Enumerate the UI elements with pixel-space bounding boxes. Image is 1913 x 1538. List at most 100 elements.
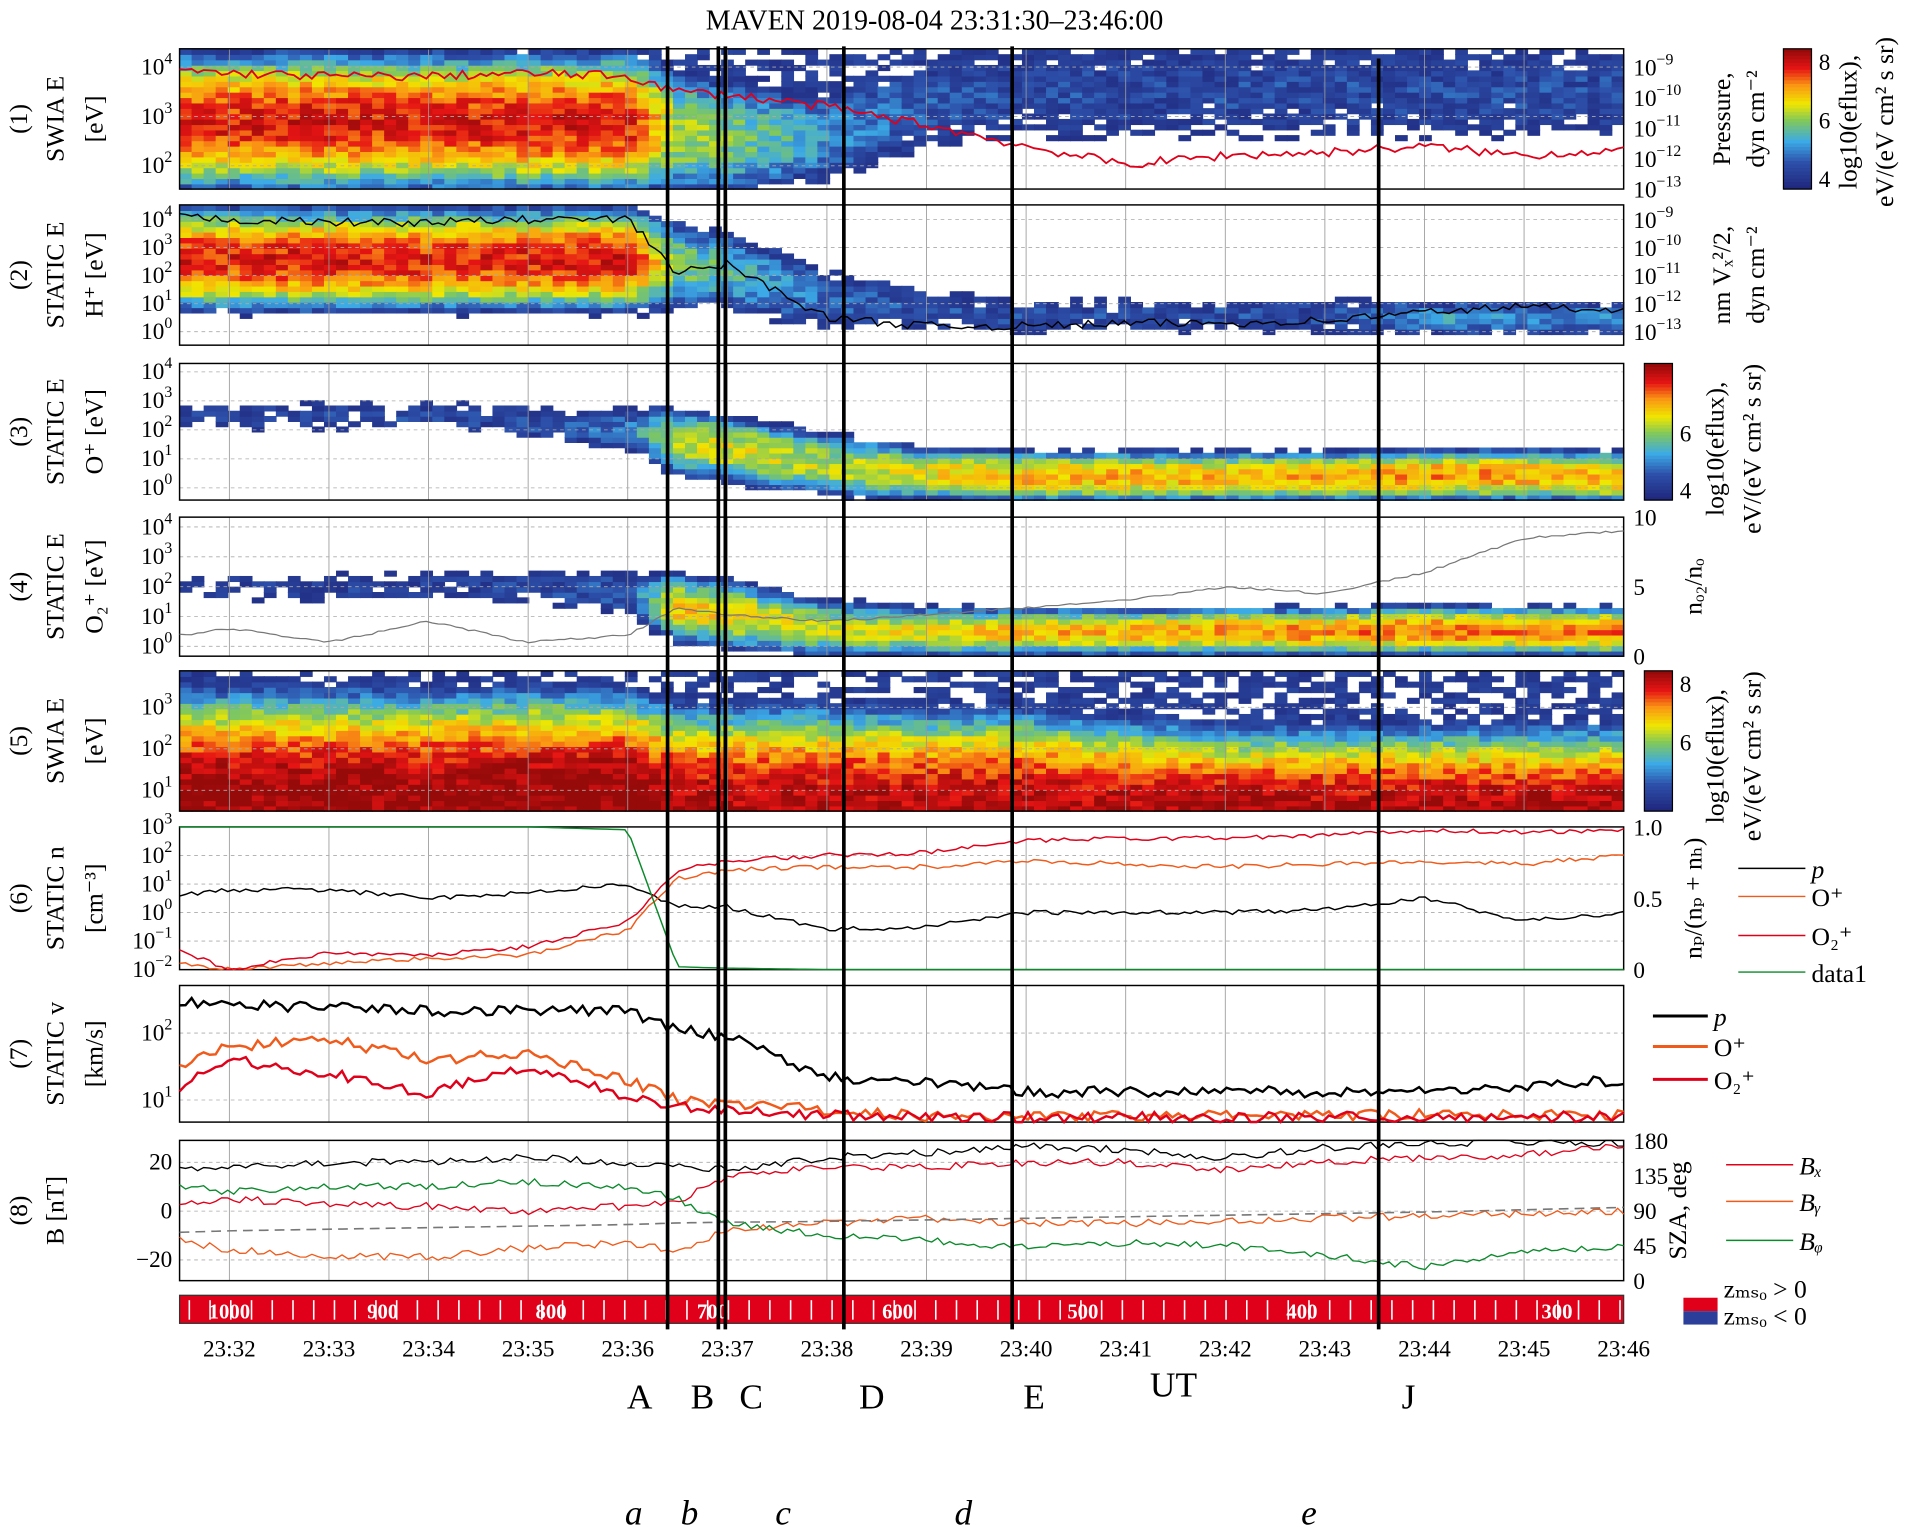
spectrogram-cell bbox=[323, 237, 337, 244]
spectrogram-cell bbox=[1166, 489, 1180, 496]
spectrogram-cell bbox=[1419, 452, 1432, 459]
spectrogram-cell bbox=[636, 59, 650, 66]
spectrogram-cell bbox=[263, 178, 277, 185]
spectrogram-cell bbox=[528, 172, 542, 179]
spectrogram-cell bbox=[636, 151, 650, 158]
spectrogram-cell bbox=[408, 215, 421, 222]
spectrogram-cell bbox=[889, 102, 903, 109]
spectrogram-cell bbox=[1298, 97, 1312, 104]
spectrogram-cell bbox=[672, 285, 686, 292]
spectrogram-cell bbox=[709, 291, 722, 298]
spectrogram-cell bbox=[528, 215, 542, 222]
spectrogram-cell bbox=[648, 431, 662, 438]
spectrogram-cell bbox=[1358, 97, 1372, 104]
spectrogram-cell bbox=[612, 302, 626, 309]
spectrogram-cell bbox=[985, 307, 999, 314]
spectrogram-cell bbox=[215, 162, 229, 169]
spectrogram-cell bbox=[540, 64, 554, 72]
spectrogram-cell bbox=[1009, 484, 1023, 491]
spectrogram-cell bbox=[636, 75, 650, 82]
spectrogram-cell bbox=[1503, 312, 1517, 319]
spectrogram-cell bbox=[757, 291, 770, 298]
spectrogram-cell bbox=[468, 231, 482, 239]
spectrogram-cell bbox=[239, 291, 253, 298]
spectrogram-cell bbox=[263, 75, 277, 82]
spectrogram-cell bbox=[468, 307, 482, 314]
spectrogram-cell bbox=[1587, 489, 1601, 496]
spectrogram-cell bbox=[444, 210, 458, 217]
spectrogram-cell bbox=[528, 226, 542, 233]
spectrogram-cell bbox=[516, 124, 530, 131]
spectrogram-cell bbox=[372, 416, 385, 422]
spectrogram-cell bbox=[576, 237, 590, 244]
spectrogram-cell bbox=[1611, 70, 1625, 77]
spectrogram-cell bbox=[528, 307, 542, 314]
spectrogram-cell bbox=[1310, 463, 1324, 470]
spectrogram-cell bbox=[323, 307, 337, 314]
spectrogram-cell bbox=[1214, 447, 1228, 454]
spectrogram-cell bbox=[263, 231, 277, 239]
spectrogram-cell bbox=[709, 167, 722, 174]
spectrogram-cell bbox=[817, 437, 831, 444]
spectrogram-cell bbox=[1070, 473, 1083, 480]
spectrogram-cell bbox=[1419, 302, 1432, 309]
spectrogram-cell bbox=[1503, 452, 1517, 459]
spectrogram-cell bbox=[1009, 479, 1023, 486]
spectrogram-cell bbox=[1250, 97, 1264, 104]
spectrogram-cell bbox=[552, 416, 566, 422]
spectrogram-cell bbox=[817, 172, 831, 179]
spectrogram-cell bbox=[636, 248, 650, 255]
spectrogram-cell bbox=[853, 124, 867, 131]
spectrogram-cell bbox=[372, 102, 385, 109]
spectrogram-cell bbox=[516, 97, 530, 104]
spectrogram-cell bbox=[793, 269, 807, 276]
spectrogram-cell bbox=[1334, 479, 1348, 486]
spectrogram-cell bbox=[1142, 64, 1156, 72]
spectrogram-cell bbox=[961, 124, 975, 131]
spectrogram-cell bbox=[1310, 70, 1324, 77]
spectrogram-cell bbox=[384, 81, 397, 88]
spectrogram-cell bbox=[552, 269, 566, 276]
spectrogram-cell bbox=[299, 269, 313, 276]
spectrogram-cell bbox=[624, 264, 638, 271]
spectrogram-cell bbox=[1407, 302, 1420, 309]
spectrogram-cell bbox=[444, 242, 458, 249]
spectrogram-cell bbox=[396, 210, 409, 217]
spectrogram-cell bbox=[1527, 124, 1541, 131]
spectrogram-cell bbox=[1178, 458, 1192, 465]
spectrogram-cell bbox=[829, 489, 843, 496]
spectrogram-cell bbox=[179, 102, 193, 109]
spectrogram-cell bbox=[564, 264, 578, 271]
spectrogram-cell bbox=[203, 118, 217, 126]
spectrogram-cell bbox=[456, 226, 470, 233]
spectrogram-cell bbox=[961, 81, 975, 88]
spectrogram-cell bbox=[925, 458, 939, 465]
spectrogram-cell bbox=[829, 135, 843, 142]
spectrogram-cell bbox=[1395, 463, 1408, 470]
spectrogram-cell bbox=[648, 221, 662, 228]
spectrogram-cell bbox=[516, 410, 530, 417]
spectrogram-cell bbox=[1262, 91, 1276, 99]
spectrogram-cell bbox=[1166, 64, 1180, 72]
spectrogram-cell bbox=[1118, 70, 1131, 77]
spectrogram-cell bbox=[685, 54, 698, 61]
spectrogram-cell bbox=[1491, 118, 1505, 126]
spectrogram-cell bbox=[600, 156, 614, 163]
spectrogram-cell bbox=[1455, 124, 1468, 131]
spectrogram-cell bbox=[552, 570, 566, 577]
spectrogram-cell bbox=[1009, 318, 1023, 325]
spectrogram-cell bbox=[600, 291, 614, 298]
spectrogram-cell bbox=[348, 291, 361, 298]
spectrogram-cell bbox=[1455, 118, 1468, 126]
spectrogram-cell bbox=[360, 124, 373, 131]
spectrogram-cell bbox=[949, 59, 963, 66]
spectrogram-cell bbox=[1310, 307, 1324, 314]
spectrogram-cell bbox=[384, 237, 397, 244]
spectrogram-cell bbox=[1382, 458, 1396, 465]
spectrogram-cell bbox=[576, 226, 590, 233]
spectrogram-cell bbox=[275, 269, 289, 276]
spectrogram-cell bbox=[263, 86, 277, 93]
spectrogram-cell bbox=[1154, 479, 1168, 486]
spectrogram-cell bbox=[360, 178, 373, 185]
spectrogram-cell bbox=[504, 183, 518, 190]
